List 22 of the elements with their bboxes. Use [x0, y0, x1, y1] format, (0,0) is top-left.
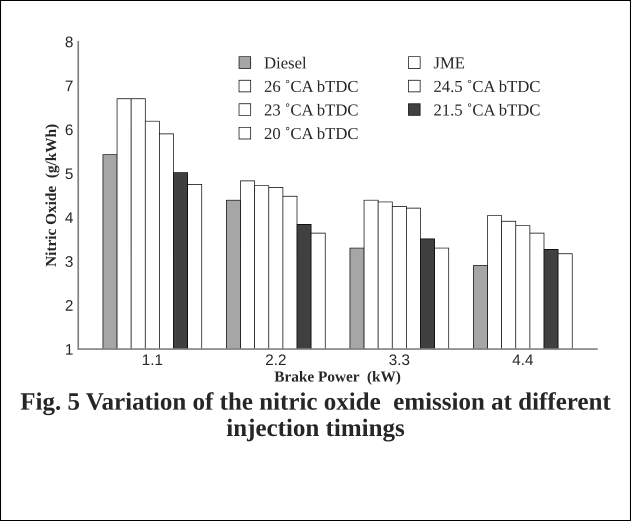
- x-tick-label: 1.1: [142, 354, 162, 366]
- legend-label: Diesel: [264, 56, 306, 69]
- y-tick-label: 8: [66, 36, 73, 48]
- x-tick-label: 2.2: [266, 354, 286, 366]
- y-tick-label: 5: [66, 168, 73, 180]
- x-tick-label: 4.4: [512, 354, 533, 366]
- legend-label: 26 ˚CA bTDC: [264, 80, 358, 92]
- y-tick-label: 1: [66, 344, 73, 355]
- legend-label: 20 ˚CA bTDC: [264, 126, 358, 140]
- legend-label: 24.5 ˚CA bTDC: [434, 80, 540, 92]
- y-tick-label: 6: [66, 124, 73, 136]
- y-tick-label: 4: [65, 212, 73, 223]
- x-tick-label: 3.3: [389, 354, 410, 366]
- y-axis-title: Nitric Oxide (g/kWh): [45, 124, 60, 267]
- y-tick-label: 3: [65, 256, 73, 267]
- legend-label: 23 ˚CA bTDC: [264, 103, 358, 116]
- y-tick-label: 7: [66, 80, 73, 92]
- legend-label: 21.5 ˚CA bTDC: [434, 103, 540, 116]
- legend-label: JME: [434, 57, 464, 69]
- y-tick-label: 2: [66, 300, 73, 311]
- x-axis-title: Brake Power (kW): [274, 370, 400, 385]
- text: Fig. 5 Variation of the nitric oxide emission at different injection timings: [20, 392, 611, 442]
